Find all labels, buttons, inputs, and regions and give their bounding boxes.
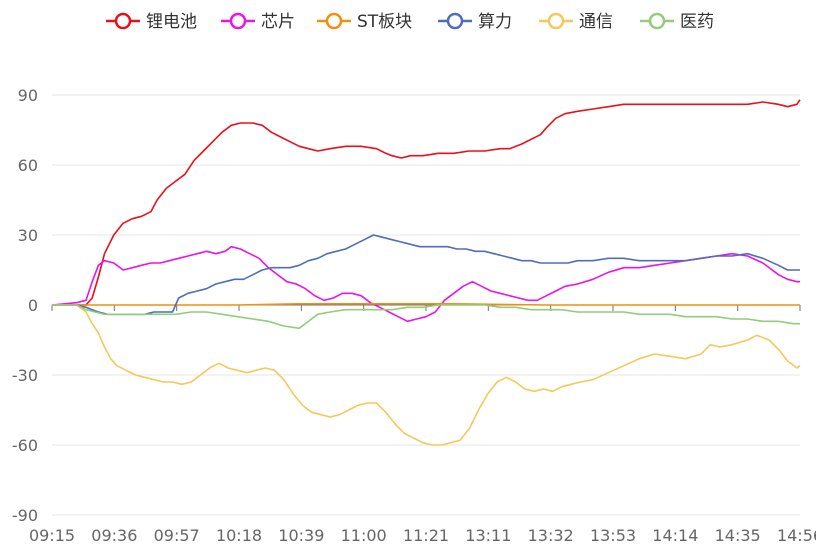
y-tick-label: 0 xyxy=(28,296,38,315)
x-tick-label: 11:21 xyxy=(403,526,449,545)
x-tick-label: 13:11 xyxy=(465,526,511,545)
series-line-0 xyxy=(52,99,801,306)
legend-marker xyxy=(547,12,565,30)
x-tick-label: 13:32 xyxy=(528,526,574,545)
legend-label: 通信 xyxy=(579,12,613,32)
series-line-1 xyxy=(51,245,800,323)
y-tick-label: -30 xyxy=(12,366,38,385)
x-tick-label: 13:53 xyxy=(590,526,636,545)
y-tick-label: 90 xyxy=(18,86,38,105)
legend-label: ST板块 xyxy=(357,12,412,32)
x-axis: 09:15 09:36 09:57 10:18 10:39 11:00 11:21 13:11… xyxy=(29,304,816,545)
x-tick-label: 10:18 xyxy=(216,526,262,545)
legend-marker xyxy=(325,12,343,30)
series-line-3 xyxy=(52,234,800,316)
legend-marker xyxy=(648,12,666,30)
x-tick-label: 14:35 xyxy=(715,526,761,545)
x-tick-label: 09:36 xyxy=(91,526,137,545)
x-tick-label: 14:56 xyxy=(777,526,816,545)
y-tick-label: -90 xyxy=(12,506,38,525)
legend-label: 芯片 xyxy=(261,12,295,32)
y-tick-label: -60 xyxy=(12,436,38,455)
y-tick-label: 30 xyxy=(18,226,38,245)
legend-item-4[interactable]: 通信 xyxy=(539,12,613,32)
legend-item-1[interactable]: 芯片 xyxy=(221,12,295,32)
x-tick-label: 14:14 xyxy=(652,526,698,545)
x-tick-label: 09:57 xyxy=(154,526,200,545)
legend[interactable]: 锂电池 芯片 ST板块 算力 通信 医药 xyxy=(106,12,714,32)
series-line-5 xyxy=(52,304,800,330)
y-tick-label: 60 xyxy=(18,156,38,175)
legend-label: 算力 xyxy=(478,12,512,32)
x-tick-label: 09:15 xyxy=(29,526,75,545)
series-line-2 xyxy=(52,303,800,306)
x-tick-label: 11:00 xyxy=(341,526,387,545)
legend-item-3[interactable]: 算力 xyxy=(438,12,512,32)
y-axis: 90 60 30 0 -30 -60 -90 xyxy=(12,86,38,525)
series-line-4 xyxy=(52,304,801,446)
legend-item-0[interactable]: 锂电池 xyxy=(106,12,197,32)
grid-lines xyxy=(52,94,800,516)
series-lines xyxy=(51,99,801,446)
legend-marker xyxy=(446,12,464,30)
legend-marker xyxy=(114,12,132,30)
legend-label: 锂电池 xyxy=(146,12,197,32)
legend-label: 医药 xyxy=(680,12,714,32)
legend-marker xyxy=(229,12,247,30)
legend-item-5[interactable]: 医药 xyxy=(640,12,714,32)
x-tick-label: 10:39 xyxy=(278,526,324,545)
legend-item-2[interactable]: ST板块 xyxy=(317,12,412,32)
